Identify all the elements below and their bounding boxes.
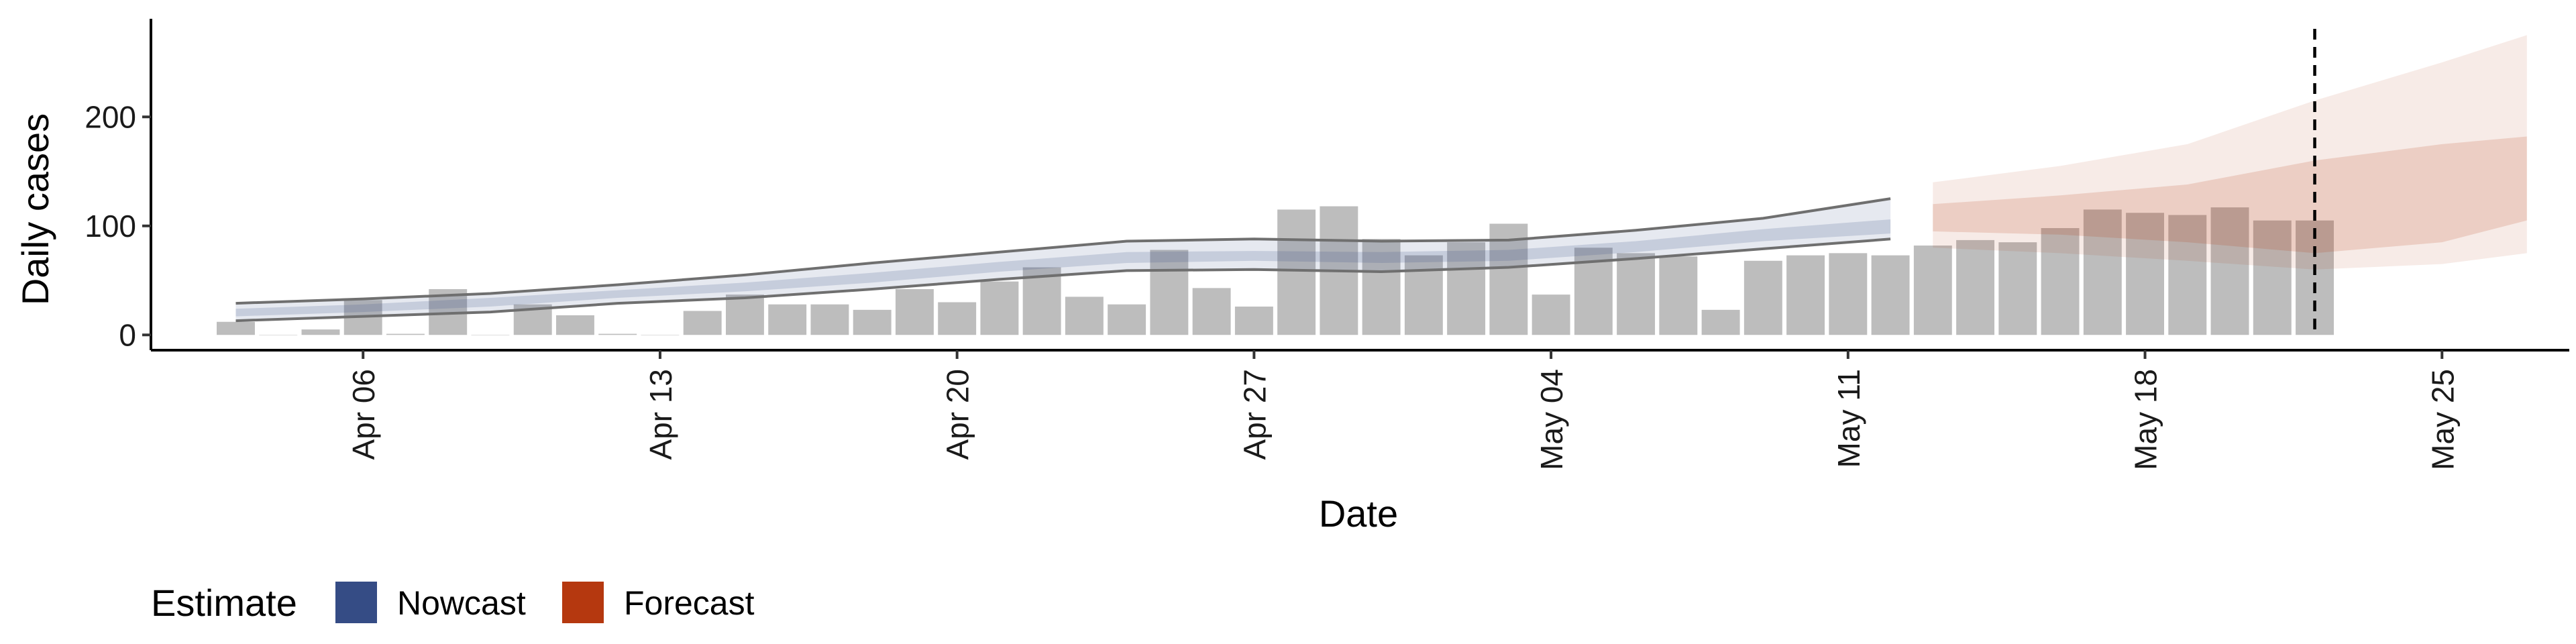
x-axis-title: Date [1319, 492, 1398, 535]
bar-2020-04-20 [938, 302, 977, 335]
bar-2020-05-08 [1701, 309, 1740, 335]
bar-2020-05-22 [2296, 220, 2334, 335]
bar-2020-04-23 [1065, 297, 1104, 335]
x-tick-label-2020-04-27: Apr 27 [1237, 369, 1272, 460]
bar-2020-04-27 [1234, 307, 1273, 335]
legend-label-nowcast: Nowcast [397, 584, 526, 622]
bar-2020-05-17 [2083, 209, 2122, 335]
y-tick-label-100: 100 [85, 209, 136, 244]
bar-2020-04-19 [895, 289, 934, 335]
forecast-outer-band [1933, 35, 2527, 270]
x-tick-label-2020-05-04: May 04 [1534, 369, 1569, 470]
x-tick-label-2020-04-06: Apr 06 [346, 369, 381, 460]
bar-2020-05-09 [1743, 260, 1782, 335]
bar-2020-04-24 [1108, 304, 1146, 335]
bar-2020-05-04 [1532, 294, 1570, 335]
bar-2020-04-05 [301, 329, 340, 335]
bar-2020-04-07 [386, 333, 425, 335]
plot-area [217, 29, 2527, 335]
bar-2020-05-06 [1617, 253, 1656, 335]
bar-2020-05-07 [1659, 256, 1698, 335]
bar-2020-04-15 [725, 294, 764, 335]
legend-swatch-forecast [562, 582, 604, 623]
x-tick-label-2020-05-18: May 18 [2129, 369, 2163, 470]
bar-2020-05-19 [2168, 215, 2207, 335]
bar-2020-04-11 [556, 315, 594, 335]
legend-label-forecast: Forecast [624, 584, 755, 622]
bar-2020-04-14 [683, 311, 722, 335]
forecast-inner-band [1933, 136, 2527, 254]
nowcast-lower-line [235, 237, 1891, 323]
bar-2020-05-11 [1829, 253, 1868, 335]
bar-2020-04-03 [217, 321, 255, 335]
bar-2020-04-28 [1277, 209, 1316, 335]
nowcast-inner-band [235, 219, 1891, 317]
bar-2020-05-13 [1913, 246, 1952, 335]
bar-2020-05-18 [2126, 213, 2164, 335]
x-tick-label-2020-05-25: May 25 [2425, 369, 2460, 470]
bar-2020-04-25 [1150, 250, 1189, 335]
legend-swatch-nowcast [335, 582, 377, 623]
bar-2020-05-03 [1489, 223, 1528, 335]
bar-2020-05-15 [1998, 242, 2037, 335]
bar-2020-05-20 [2210, 207, 2249, 335]
x-tick-label-2020-04-13: Apr 13 [643, 369, 678, 460]
bar-2020-04-18 [853, 309, 892, 335]
bar-2020-05-14 [1956, 239, 1995, 335]
bar-2020-04-26 [1192, 288, 1231, 335]
bar-2020-05-02 [1447, 242, 1486, 335]
legend: Estimate Nowcast Forecast [151, 582, 755, 624]
nowcast-outer-band [235, 199, 1891, 321]
legend-title: Estimate [151, 582, 297, 624]
nowcast-upper-line [235, 197, 1891, 305]
bar-2020-04-16 [768, 304, 807, 335]
bar-2020-05-10 [1786, 255, 1825, 335]
bar-2020-04-30 [1362, 239, 1401, 335]
bar-2020-05-16 [2041, 228, 2080, 335]
bar-2020-05-21 [2253, 220, 2292, 335]
bar-2020-05-12 [1871, 255, 1910, 335]
bar-2020-04-17 [810, 304, 849, 335]
y-tick-label-200: 200 [85, 99, 136, 134]
bar-2020-04-12 [598, 333, 637, 335]
axes: 0 100 200 Apr 06 Apr 13 Apr 20 Apr 27 May 04 May… [85, 19, 2569, 470]
y-axis-title: Daily cases [14, 113, 56, 305]
y-tick-label-0: 0 [119, 317, 136, 352]
bar-2020-04-21 [980, 281, 1019, 335]
x-tick-label-2020-05-11: May 11 [1831, 369, 1866, 468]
x-tick-label-2020-04-20: Apr 20 [941, 369, 975, 460]
